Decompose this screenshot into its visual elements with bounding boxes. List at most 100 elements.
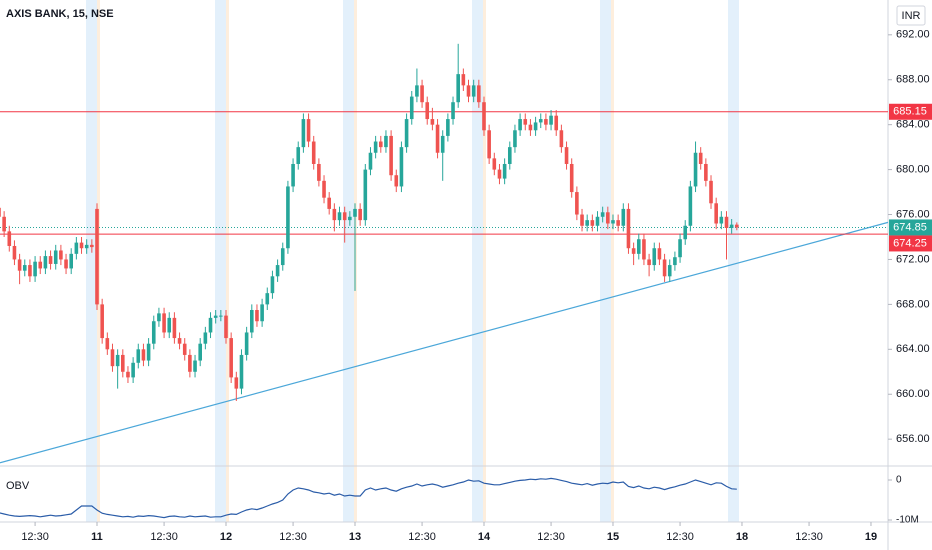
candle-body [38, 261, 43, 269]
candle-body [719, 216, 724, 224]
candle-body [260, 304, 264, 322]
candle-body [435, 124, 440, 153]
x-tick-label: 12:30 [666, 531, 694, 543]
price-badge [889, 103, 932, 120]
candle-body [115, 354, 120, 367]
currency[interactable]: INR [902, 10, 921, 22]
candle-body [213, 315, 218, 318]
stripe [226, 0, 229, 522]
x-tick-label: 12:30 [408, 531, 436, 543]
candle-body [477, 85, 481, 103]
candle-body [270, 276, 275, 294]
candle-body [219, 315, 223, 317]
candle-body [492, 158, 497, 170]
stripe [728, 0, 739, 522]
candle-body [188, 354, 192, 372]
candle-body [528, 124, 533, 131]
candle-body [95, 208, 99, 305]
y-tick-label: 676.00 [896, 208, 930, 220]
candle-body [600, 212, 605, 217]
y-tick-label: 688.00 [896, 74, 930, 86]
candle-body [136, 349, 141, 363]
candle-body [507, 147, 512, 164]
candle-body [466, 85, 471, 97]
candle-body [621, 208, 626, 226]
y-tick-label: 684.00 [896, 119, 930, 131]
candle-body [311, 141, 316, 164]
candle-body [239, 354, 244, 389]
candle-body [64, 259, 68, 269]
candle-body [296, 147, 301, 164]
candle-body [368, 152, 373, 170]
candle-body [652, 248, 657, 266]
candle-body [172, 317, 177, 339]
candle-body [564, 147, 569, 164]
candle-body [208, 317, 213, 333]
candle-body [74, 242, 79, 254]
candle-body [28, 265, 32, 277]
x-tick-label: 12 [220, 531, 232, 543]
indicator-line [0, 477, 737, 519]
currency-box[interactable] [896, 5, 926, 26]
candle-body [131, 362, 135, 378]
stripe [86, 0, 97, 522]
chart-title: AXIS BANK, 15, NSE [6, 8, 114, 20]
candle-body [544, 119, 548, 125]
candle-body [146, 343, 151, 361]
candle-body [157, 313, 161, 322]
stripe [343, 0, 354, 522]
candle-body [353, 208, 357, 217]
candle-body [177, 338, 182, 344]
candle-body [590, 220, 595, 226]
candle-body [688, 186, 693, 226]
candle-body [611, 220, 615, 224]
candle-body [229, 338, 233, 378]
stripe [483, 0, 486, 522]
candle-body [17, 259, 22, 271]
stripe [472, 0, 483, 522]
candle-body [667, 265, 672, 277]
candle-body [22, 265, 27, 271]
candle-body [358, 208, 362, 221]
x-tick-label: 18 [736, 531, 748, 543]
candle-body [642, 239, 646, 260]
candle-body [193, 360, 197, 372]
candle-body [513, 130, 517, 148]
candle-body [631, 248, 636, 254]
candle-body [482, 102, 486, 131]
session-stripes [86, 0, 739, 522]
price-badge-label: 685.15 [893, 106, 927, 118]
candle-body [399, 147, 404, 187]
candle-body [90, 244, 94, 248]
y-tick-label: 692.00 [896, 29, 930, 41]
candle-body [162, 313, 166, 333]
candle-body [291, 163, 295, 187]
candle-body [33, 261, 37, 277]
candle-body [575, 192, 579, 215]
candle-body [502, 163, 507, 179]
candle-body [487, 130, 491, 159]
candle-body [704, 163, 708, 181]
candle-body [348, 216, 352, 221]
candle-body [585, 220, 589, 226]
candle-body [265, 293, 270, 305]
candle-body [141, 349, 146, 361]
indicator-tick-label: 0 [896, 475, 902, 486]
y-tick-label: 668.00 [896, 298, 930, 310]
candle-body [446, 119, 450, 136]
candle-body [683, 225, 688, 240]
candle-body [420, 85, 424, 103]
candle-body [497, 169, 502, 179]
x-tick-label: 12:30 [537, 531, 565, 543]
candle-body [48, 256, 53, 264]
candle-body [306, 119, 311, 142]
candle-body [616, 220, 620, 226]
candle-body [12, 245, 17, 260]
x-tick-label: 12:30 [279, 531, 307, 543]
candle-body [549, 115, 553, 125]
indicator-name: OBV [6, 480, 30, 492]
stripe [600, 0, 611, 522]
candle-body [167, 317, 172, 333]
candle-body [595, 216, 600, 226]
candle-body [461, 74, 466, 86]
